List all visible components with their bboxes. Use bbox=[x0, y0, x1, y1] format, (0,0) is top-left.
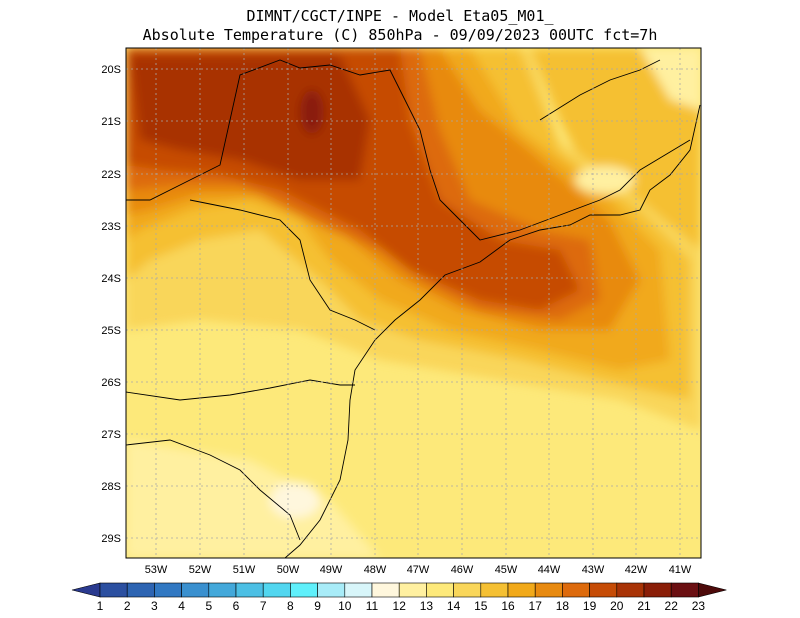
colorbar-cell bbox=[154, 582, 182, 598]
colorbar-label: 10 bbox=[338, 599, 352, 613]
colorbar-label: 17 bbox=[529, 599, 543, 613]
lat-label: 24S bbox=[101, 273, 121, 285]
colorbar-label: 22 bbox=[665, 599, 679, 613]
colorbar: 1 2 3 4 5 6 7 8 9 10 11 12 13 14 15 16 17 18 19 20 21 22 23 bbox=[71, 582, 727, 613]
colorbar-cell bbox=[371, 582, 400, 598]
colorbar-cell bbox=[344, 582, 373, 598]
lat-label: 27S bbox=[101, 429, 121, 441]
colorbar-cell bbox=[480, 582, 509, 598]
lat-label: 22S bbox=[101, 169, 121, 181]
lon-label: 48W bbox=[364, 564, 387, 576]
state-border-south bbox=[126, 439, 301, 541]
lon-label: 45W bbox=[495, 564, 518, 576]
colorbar-cell bbox=[670, 582, 699, 598]
lon-label: 47W bbox=[407, 564, 430, 576]
colorbar-cell bbox=[317, 582, 346, 598]
lon-label: 46W bbox=[451, 564, 474, 576]
level-12-south bbox=[270, 482, 320, 518]
colorbar-cell bbox=[589, 582, 618, 598]
chart-title-line2: Absolute Temperature (C) 850hPa - 09/09/… bbox=[142, 26, 658, 44]
colorbar-arrow-high bbox=[698, 582, 727, 598]
temperature-field bbox=[126, 48, 701, 558]
colorbar-label: 6 bbox=[233, 599, 240, 613]
colorbar-label: 14 bbox=[447, 599, 461, 613]
state-border-parana bbox=[189, 199, 376, 331]
latitude-labels: 20S 21S 22S 23S 24S 25S 26S 27S 28S 29S bbox=[101, 64, 121, 545]
colorbar-cell bbox=[426, 582, 454, 598]
colorbar-cell bbox=[562, 582, 590, 598]
colorbar-cell bbox=[208, 582, 237, 598]
grid-lines bbox=[126, 48, 701, 558]
colorbar-label: 9 bbox=[314, 599, 321, 613]
colorbar-label: 16 bbox=[501, 599, 515, 613]
colorbar-label: 2 bbox=[124, 599, 131, 613]
colorbar-cell bbox=[616, 582, 645, 598]
coastline-and-borders bbox=[126, 59, 701, 558]
colorbar-label: 11 bbox=[366, 599, 379, 613]
lon-label: 41W bbox=[669, 564, 692, 576]
colorbar-label: 5 bbox=[205, 599, 212, 613]
lon-label: 43W bbox=[582, 564, 605, 576]
colorbar-label: 23 bbox=[692, 599, 706, 613]
colorbar-label: 18 bbox=[556, 599, 570, 613]
lon-label: 42W bbox=[625, 564, 648, 576]
lat-label: 29S bbox=[101, 533, 121, 545]
colorbar-cell bbox=[398, 582, 427, 598]
cool-spot-coast bbox=[575, 166, 635, 194]
colorbar-label: 20 bbox=[610, 599, 624, 613]
colorbar-label: 12 bbox=[393, 599, 407, 613]
colorbar-label: 21 bbox=[637, 599, 651, 613]
colorbar-cell bbox=[643, 582, 672, 598]
lat-label: 26S bbox=[101, 377, 121, 389]
level-13-ne bbox=[640, 48, 701, 110]
coastline bbox=[284, 104, 701, 558]
lat-label: 20S bbox=[101, 64, 121, 76]
level-13-south bbox=[126, 440, 380, 558]
colorbar-label: 8 bbox=[287, 599, 294, 613]
colorbar-label: 15 bbox=[474, 599, 488, 613]
colorbar-label: 1 bbox=[97, 599, 104, 613]
lat-label: 25S bbox=[101, 325, 121, 337]
lon-label: 44W bbox=[538, 564, 561, 576]
lon-label: 51W bbox=[233, 564, 256, 576]
longitude-labels: 53W 52W 51W 50W 49W 48W 47W 46W 45W 44W … bbox=[145, 564, 692, 576]
lon-label: 52W bbox=[189, 564, 212, 576]
lon-label: 49W bbox=[320, 564, 343, 576]
state-border-santa-catarina bbox=[126, 379, 355, 401]
colorbar-arrow-low bbox=[71, 582, 101, 598]
colorbar-cell bbox=[453, 582, 482, 598]
colorbar-cell bbox=[534, 582, 563, 598]
state-border-east bbox=[539, 59, 661, 121]
colorbar-label: 19 bbox=[583, 599, 597, 613]
colorbar-label: 4 bbox=[178, 599, 185, 613]
colorbar-label: 7 bbox=[260, 599, 267, 613]
colorbar-cell bbox=[126, 582, 155, 598]
colorbar-label: 13 bbox=[420, 599, 434, 613]
chart-title-line1: DIMNT/CGCT/INPE - Model Eta05_M01_ bbox=[246, 7, 554, 25]
lat-label: 23S bbox=[101, 221, 121, 233]
colorbar-label: 3 bbox=[151, 599, 158, 613]
colorbar-cell bbox=[99, 582, 128, 598]
lon-label: 53W bbox=[145, 564, 168, 576]
colorbar-cell bbox=[235, 582, 264, 598]
lon-label: 50W bbox=[277, 564, 300, 576]
colorbar-cell bbox=[290, 582, 318, 598]
level-22 bbox=[300, 90, 324, 134]
level-21 bbox=[130, 55, 370, 180]
state-border-north bbox=[126, 59, 691, 241]
colorbar-cell bbox=[507, 582, 536, 598]
colorbar-cell bbox=[181, 582, 210, 598]
lat-label: 28S bbox=[101, 481, 121, 493]
map-frame bbox=[125, 47, 702, 559]
lat-label: 21S bbox=[101, 116, 121, 128]
colorbar-cell bbox=[262, 582, 291, 598]
